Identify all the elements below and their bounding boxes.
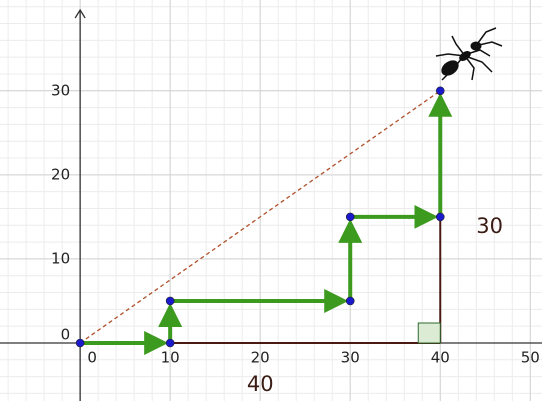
point [165,338,175,348]
point [165,296,175,306]
x-tick-label: 0 [87,348,97,366]
x-tick-label: 40 [431,348,450,366]
point [75,338,85,348]
height-length-label: 30 [476,214,503,238]
y-tick-label: 0 [61,325,71,343]
x-tick-label: 50 [521,348,540,366]
x-tick-label: 20 [251,348,270,366]
point [345,296,355,306]
y-axis-arrow [74,8,86,19]
y-tick-label: 20 [51,165,70,183]
base-length-label: 40 [247,372,274,396]
hypotenuse [79,90,441,344]
right-angle [417,322,441,344]
y-tick-label: 30 [51,81,70,99]
ant-icon [435,27,503,81]
point [345,212,355,222]
x-tick-label: 30 [341,348,360,366]
point [435,86,445,96]
x-tick-label: 10 [161,348,180,366]
point [435,212,445,222]
y-tick-label: 10 [51,249,70,267]
marks [75,86,453,355]
